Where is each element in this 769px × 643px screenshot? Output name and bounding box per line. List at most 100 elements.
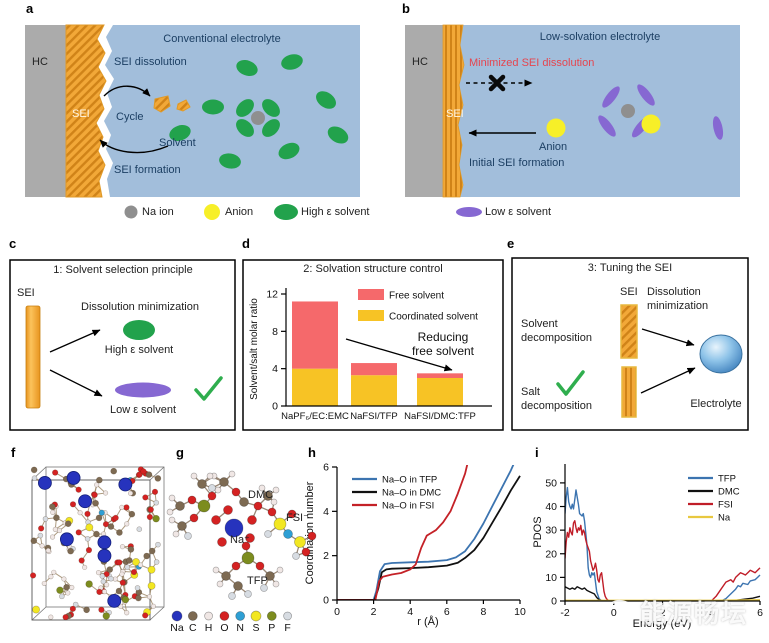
atom-F bbox=[260, 584, 268, 592]
y-tick-label: 30 bbox=[545, 525, 557, 537]
atom-H bbox=[52, 526, 58, 532]
panel-letter-h: h bbox=[308, 445, 316, 460]
series-line-FSI bbox=[565, 520, 761, 601]
atom-N bbox=[283, 529, 293, 539]
atom-O bbox=[142, 494, 149, 501]
high-e-solvent-molecules bbox=[169, 54, 349, 169]
y-tick-label: 6 bbox=[323, 462, 329, 474]
atom-F bbox=[72, 601, 79, 608]
salt-decomposition-label: Salt decomposition bbox=[521, 386, 592, 412]
x-axis-label: r (Å) bbox=[417, 615, 438, 628]
atom-C bbox=[30, 537, 38, 545]
atom-C bbox=[115, 587, 123, 595]
legend-high-e-solvent: High ε solvent bbox=[301, 206, 370, 218]
atom-P bbox=[121, 595, 130, 604]
atom-O bbox=[151, 488, 159, 495]
low-e-solvent-ellipse bbox=[712, 116, 724, 140]
atom-O bbox=[52, 469, 59, 476]
sei-formation-label: SEI formation bbox=[114, 164, 181, 176]
atom-C bbox=[175, 501, 185, 511]
hard-carbon-block bbox=[405, 25, 443, 197]
electrolyte-sphere bbox=[699, 334, 743, 374]
high-e-solvent-label: High ε solvent bbox=[104, 344, 174, 356]
cycle-label: Cycle bbox=[116, 111, 144, 123]
cycle-arrow-out bbox=[103, 85, 151, 97]
atom-H bbox=[65, 590, 71, 596]
legend-label: Na–O in TFP bbox=[382, 474, 437, 485]
x-tick-label: 4 bbox=[708, 607, 714, 619]
simulation-box-f bbox=[29, 466, 165, 621]
atom-O bbox=[69, 501, 77, 508]
atom-H bbox=[127, 490, 134, 496]
atom-legend-swatch-H bbox=[204, 611, 213, 621]
atom-H bbox=[48, 614, 54, 620]
atom-legend-label-Na: Na bbox=[170, 622, 184, 634]
box-edge bbox=[149, 606, 165, 621]
atom-P bbox=[85, 580, 93, 588]
atom-legend-swatch-O bbox=[219, 611, 230, 621]
atom-O bbox=[119, 579, 126, 586]
atom-O bbox=[130, 568, 138, 576]
legend-label: Na–O in FSI bbox=[382, 500, 434, 511]
sei-label: SEI bbox=[446, 108, 464, 120]
atom-F bbox=[228, 592, 236, 600]
atom-O bbox=[217, 537, 227, 547]
atom-legend-label-F: F bbox=[284, 622, 290, 634]
x-tick-label: 2 bbox=[660, 607, 666, 619]
atom-F bbox=[264, 530, 272, 538]
atom-legend-swatch-N bbox=[235, 611, 246, 621]
atom-S bbox=[147, 565, 156, 574]
hard-carbon-block bbox=[25, 25, 66, 197]
anion-dot bbox=[546, 118, 566, 138]
legend-anion: Anion bbox=[225, 206, 254, 218]
panel-letter-b: b bbox=[402, 1, 410, 16]
high-e-solvent-ellipse bbox=[327, 126, 349, 144]
atom-P bbox=[56, 586, 64, 594]
atom-C bbox=[93, 530, 100, 538]
atom-F bbox=[292, 552, 300, 560]
atom-H bbox=[51, 569, 57, 575]
atom-H bbox=[49, 534, 56, 540]
panel-e-title: 3: Tuning the SEI bbox=[587, 262, 673, 274]
y-tick-label: 20 bbox=[545, 548, 557, 560]
x-tick-label: -2 bbox=[560, 607, 569, 619]
atom-Na bbox=[118, 477, 133, 492]
hc-label: HC bbox=[412, 56, 428, 68]
atom-O bbox=[91, 491, 98, 499]
atom-H bbox=[190, 472, 198, 480]
atom-F bbox=[153, 499, 160, 506]
atom-H bbox=[258, 484, 266, 492]
watermark-text: 能源畅坛 bbox=[640, 600, 749, 628]
atom-H bbox=[212, 566, 220, 574]
x-tick-label: 6 bbox=[444, 606, 450, 618]
atom-C bbox=[53, 514, 60, 522]
na-ion bbox=[621, 104, 635, 118]
sei-layer bbox=[442, 24, 465, 198]
panel-c-box bbox=[9, 259, 236, 431]
atom-O bbox=[253, 501, 263, 511]
watermark: 能源畅坛 bbox=[598, 588, 769, 636]
atom-O bbox=[267, 507, 277, 517]
atom-O bbox=[29, 572, 37, 579]
atom-C bbox=[49, 503, 56, 511]
annotation-text: Reducing bbox=[418, 330, 469, 344]
atom-P bbox=[102, 612, 110, 620]
atom-H bbox=[41, 580, 47, 587]
atom-O bbox=[116, 559, 123, 566]
bar-category-label: NaFSI/DMC:TFP bbox=[404, 411, 476, 422]
atom-O bbox=[245, 533, 255, 543]
high-e-solvent-ellipse bbox=[123, 320, 155, 340]
atom-C bbox=[265, 571, 275, 581]
atom-H bbox=[101, 589, 107, 595]
atom-legend-label-P: P bbox=[268, 622, 275, 634]
legend-label: Free solvent bbox=[389, 291, 444, 302]
panel-letter-e: e bbox=[507, 236, 515, 251]
atom-O bbox=[62, 614, 69, 621]
atom-C bbox=[177, 521, 187, 531]
na-label: Na⁺ bbox=[230, 534, 250, 546]
fsi-label: FSI⁻ bbox=[286, 512, 309, 524]
arrow-to-low-e bbox=[49, 369, 103, 397]
atom-C bbox=[127, 546, 135, 553]
legend-na-ion: Na ion bbox=[142, 206, 174, 218]
